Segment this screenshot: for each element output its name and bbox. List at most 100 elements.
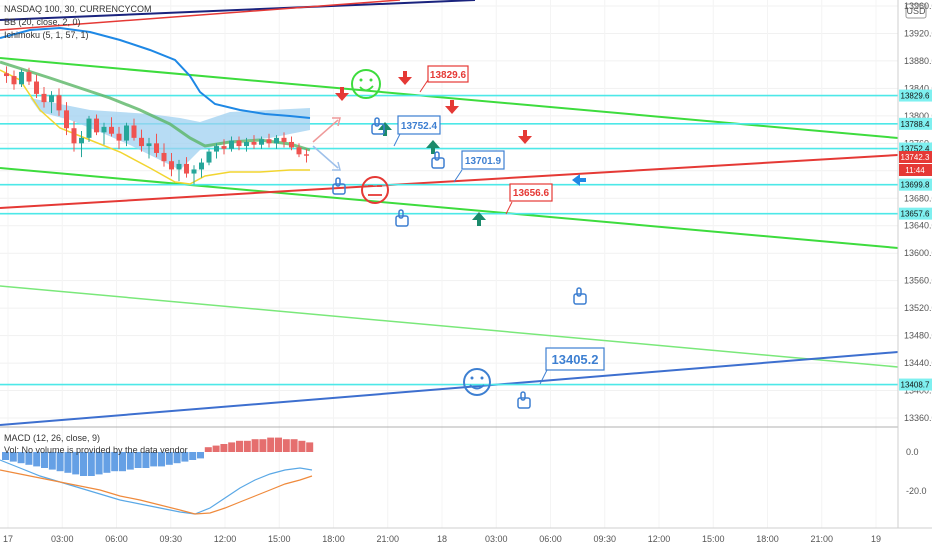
green-channel-upper xyxy=(0,57,899,139)
time-tick-label: 18:00 xyxy=(322,534,345,544)
candle-body xyxy=(191,169,197,174)
macd-bar xyxy=(275,437,282,452)
candle-body xyxy=(161,152,167,162)
countdown-text: 11:44 xyxy=(905,166,925,175)
macd-bar xyxy=(189,452,197,460)
candle-body xyxy=(109,126,114,134)
time-tick-label: 21:00 xyxy=(376,534,399,544)
candle-body xyxy=(101,126,107,133)
price-tick-label: 13480.0 xyxy=(904,331,932,341)
macd-bar xyxy=(119,452,126,472)
macd-bar xyxy=(267,437,275,452)
macd-bar xyxy=(204,447,212,452)
red-down-arrow-2 xyxy=(398,71,412,85)
candle-body xyxy=(139,137,144,147)
hand-pointer-icon-6 xyxy=(517,391,531,409)
blue-trend-line xyxy=(0,351,899,426)
level-tag xyxy=(899,89,932,102)
candle-body xyxy=(266,139,272,144)
level-tag xyxy=(899,378,932,391)
candle-body xyxy=(71,128,77,144)
macd-bar xyxy=(197,452,204,459)
navy-top-line xyxy=(0,0,476,21)
blue-left-arrow xyxy=(572,174,586,186)
callout-box-4 xyxy=(509,183,553,202)
macd-bar xyxy=(142,452,150,468)
time-tick-label: 06:00 xyxy=(105,534,128,544)
level-tag-label: 13699.8 xyxy=(901,181,930,190)
callout-text-2: 13752.4 xyxy=(401,121,438,132)
time-tick-label: 19 xyxy=(871,534,881,544)
candle-body xyxy=(34,81,39,94)
macd-bar xyxy=(64,452,72,473)
candle-body xyxy=(274,137,279,144)
macd-bar xyxy=(111,452,119,472)
callout-box-2 xyxy=(397,115,441,135)
candle-body xyxy=(304,154,309,156)
price-tick-label: 13920.0 xyxy=(904,28,932,38)
ichimoku-legend: Ichimoku (5, 1, 57, 1) xyxy=(4,30,89,40)
level-tag-label: 13829.6 xyxy=(901,92,930,101)
callout-box-5 xyxy=(545,347,605,371)
price-tick-label: 13800.0 xyxy=(904,111,932,121)
candle-body xyxy=(289,141,294,148)
macd-bar xyxy=(173,452,181,464)
macd-bar xyxy=(228,442,236,452)
level-tag-label: 13408.7 xyxy=(901,381,930,390)
current-price-tag: 13742.3 11:44 xyxy=(899,151,932,176)
time-tick-label: 21:00 xyxy=(810,534,833,544)
callout-text-3: 13701.9 xyxy=(465,156,502,167)
macd-bar xyxy=(72,452,80,475)
level-tag-label: 13752.4 xyxy=(901,145,930,154)
red-trend-line xyxy=(0,154,899,209)
candle-body xyxy=(184,163,189,174)
macd-bar xyxy=(103,452,111,473)
light-green-line xyxy=(0,285,899,368)
macd-bar xyxy=(306,442,314,452)
time-tick-label: 12:00 xyxy=(214,534,237,544)
macd-bar xyxy=(87,452,95,476)
ichimoku-cloud-area xyxy=(30,98,310,170)
current-price-text: 13742.3 xyxy=(901,153,930,162)
candle-body xyxy=(131,125,137,138)
level-tag-label: 13788.4 xyxy=(901,120,930,129)
level-tag xyxy=(899,178,932,191)
smile-face-icon xyxy=(463,368,491,396)
candle-body xyxy=(176,163,182,170)
happy-face-icon xyxy=(351,69,381,99)
candle-body xyxy=(19,71,24,85)
candle-body xyxy=(169,161,174,170)
time-tick-label: 12:00 xyxy=(648,534,671,544)
hand-pointer-icon-2 xyxy=(431,151,445,169)
time-tick-label: 17 xyxy=(3,534,13,544)
neutral-face-icon xyxy=(361,176,389,204)
callout-text-1: 13829.6 xyxy=(430,70,467,81)
currency-badge[interactable] xyxy=(905,3,927,19)
green-channel-lines xyxy=(0,0,899,426)
candle-body xyxy=(86,118,92,138)
price-tick-label: 13440.0 xyxy=(904,358,932,368)
macd-bar xyxy=(134,452,142,468)
candle-body xyxy=(251,141,257,145)
macd-bar xyxy=(290,439,298,452)
bb-upper-line xyxy=(0,26,311,119)
time-tick-label: 03:00 xyxy=(51,534,74,544)
red-down-arrow-3 xyxy=(445,100,459,114)
macd-bar xyxy=(150,452,158,467)
level-tag xyxy=(899,117,932,130)
candle-body xyxy=(124,125,129,141)
projection-arrows xyxy=(312,117,341,171)
candle-body xyxy=(146,143,152,147)
candle-body xyxy=(4,73,9,77)
candle-body xyxy=(79,137,84,144)
price-tick-label: 13520.0 xyxy=(904,303,932,313)
price-tick-label: 13560.0 xyxy=(904,276,932,286)
macd-bar xyxy=(25,452,33,465)
macd-bar xyxy=(282,439,290,452)
candle-body xyxy=(296,147,302,155)
macd-bar xyxy=(243,440,251,452)
macd-bar xyxy=(56,452,64,472)
time-tick-label: 09:30 xyxy=(593,534,616,544)
hand-pointer-icon-3 xyxy=(332,177,346,195)
